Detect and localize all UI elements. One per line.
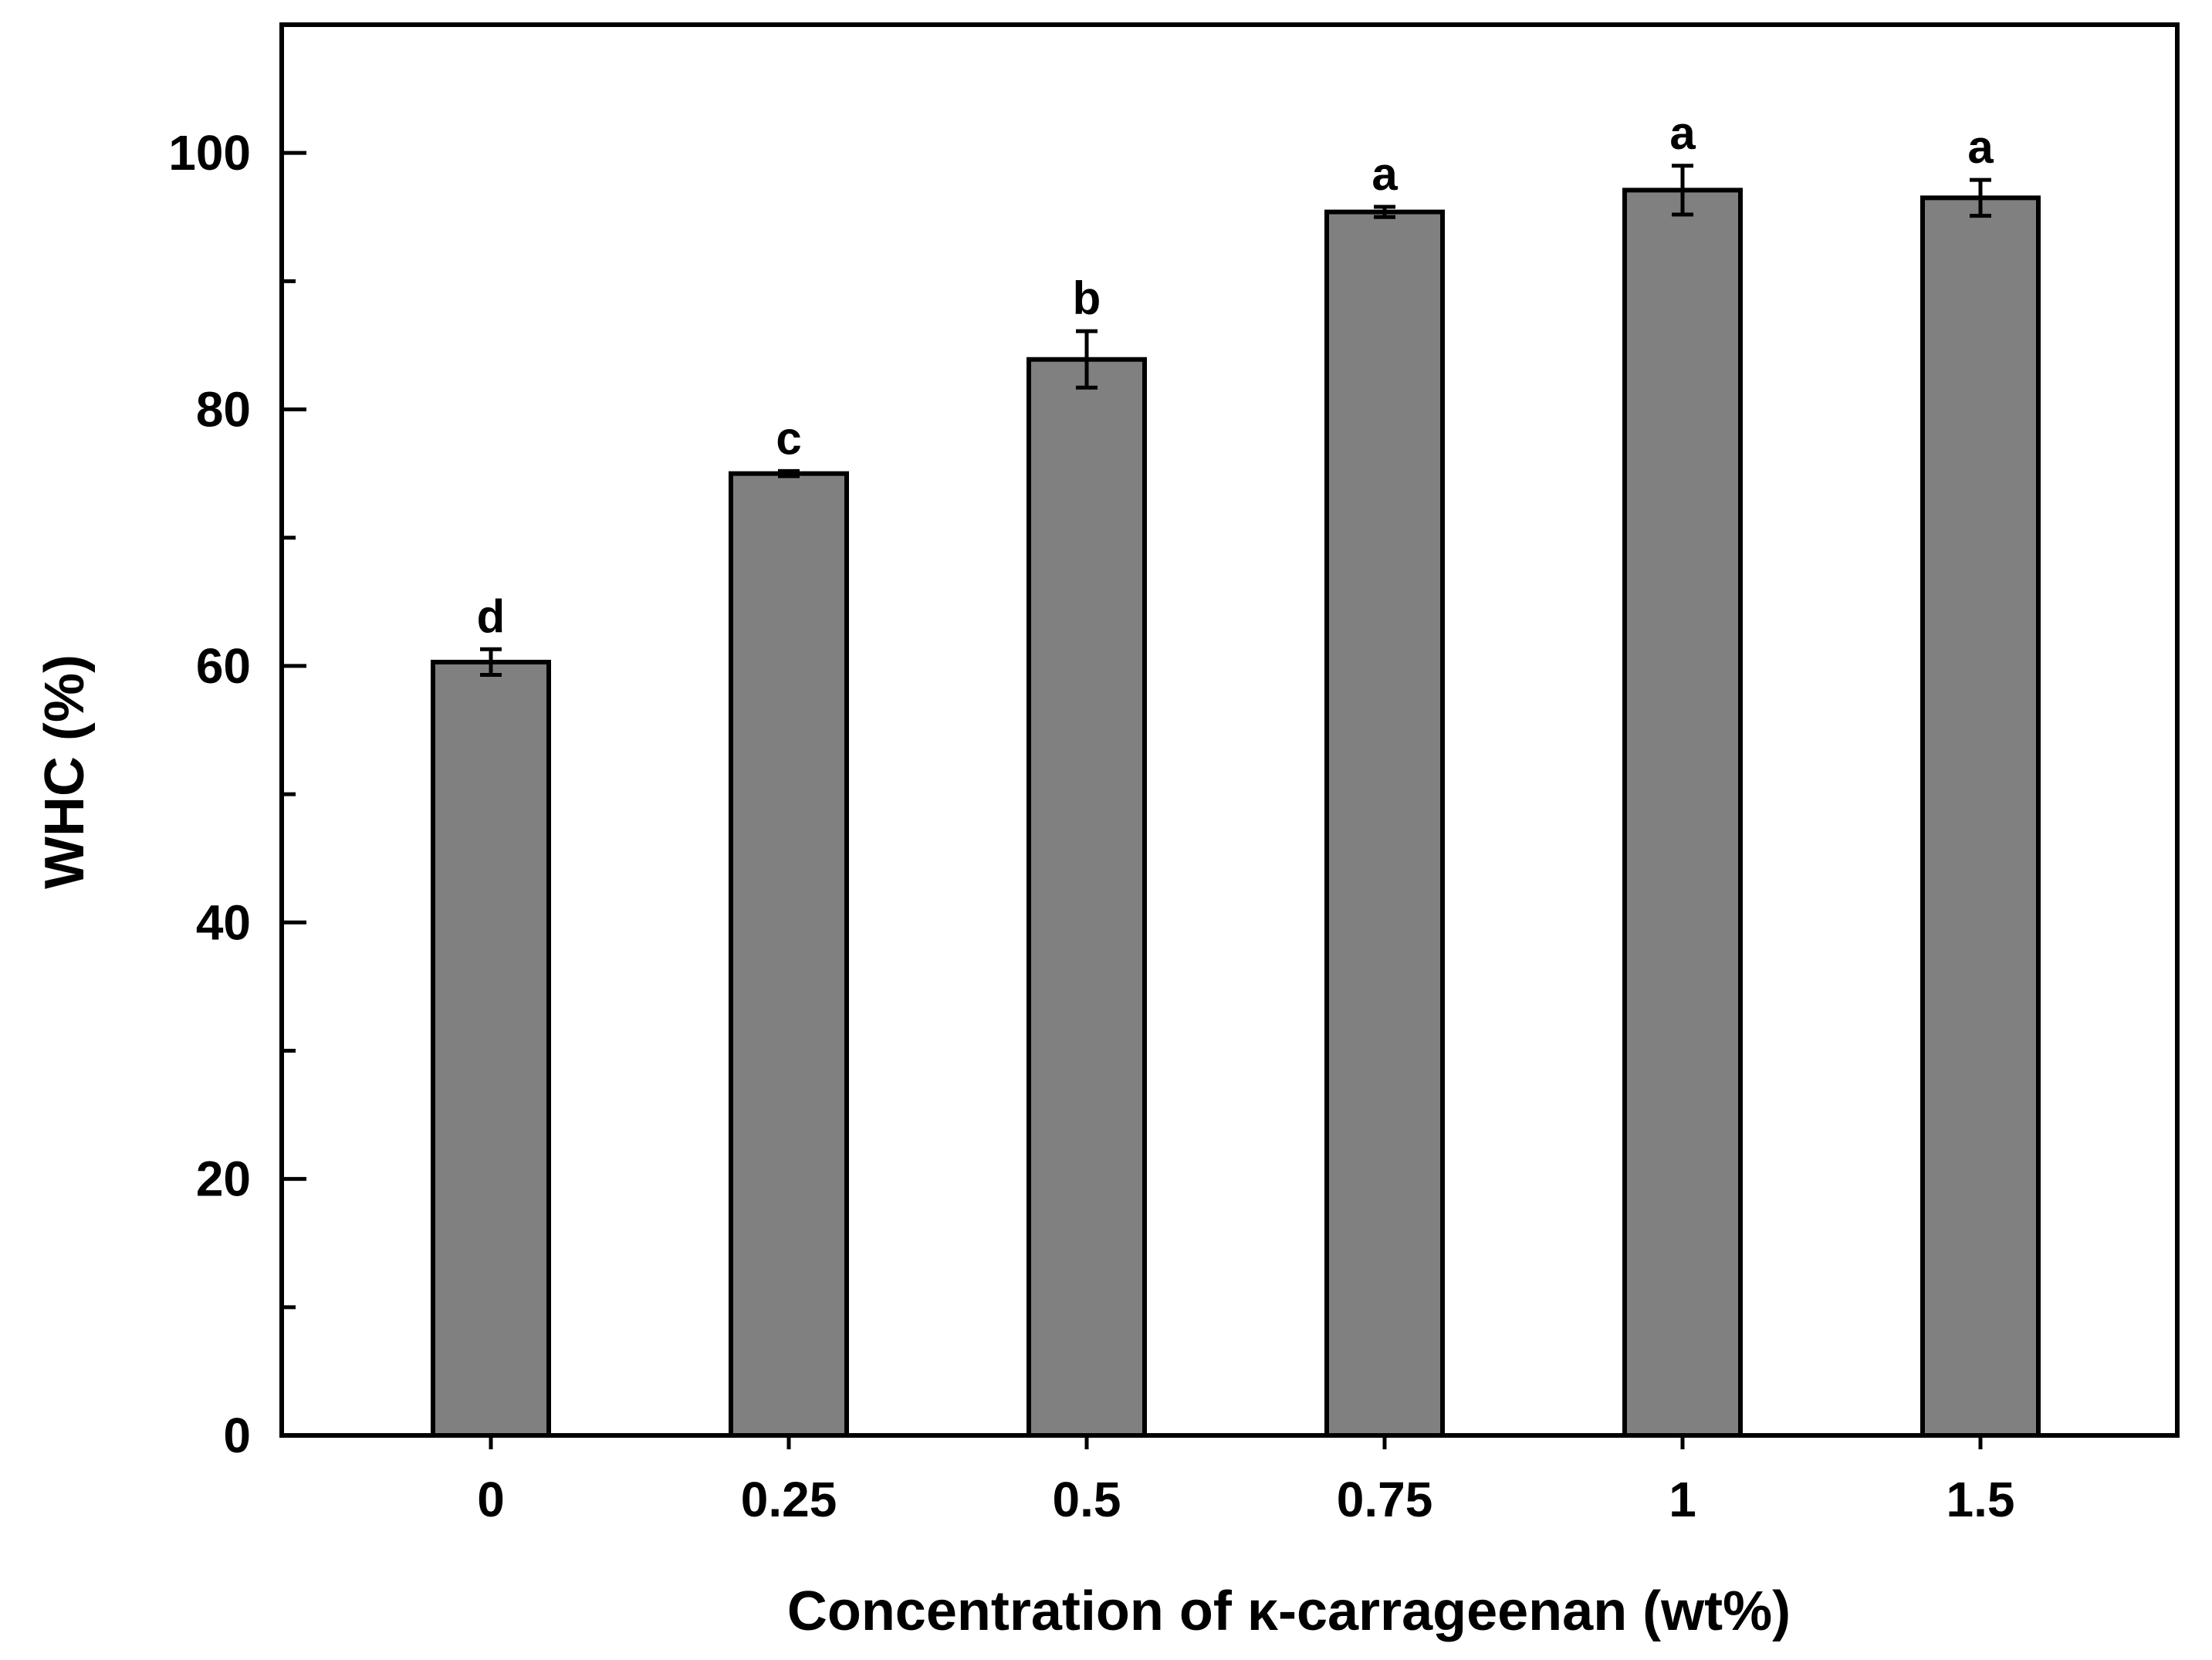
x-tick-label: 0.75 [1337,1472,1433,1527]
x-tick-label: 1.5 [1946,1472,2015,1527]
significance-labels-layer: d c b a a a [477,107,1994,643]
x-axis-ticks: 0 0.25 0.5 0.75 1 1.5 [477,1435,2014,1527]
bar [1324,209,1445,1438]
y-tick-label: 40 [196,894,251,950]
y-tick-label: 20 [196,1151,251,1207]
y-axis-ticks: 0 20 40 60 80 100 [168,125,306,1463]
bars-layer [431,188,2041,1439]
significance-label: b [1073,272,1101,324]
bar [1622,188,1743,1439]
x-tick-label: 0.25 [741,1472,837,1527]
plot-frame [279,22,2180,1438]
significance-label: a [1967,121,1994,173]
y-tick-label: 0 [223,1408,251,1463]
significance-label: c [776,412,801,464]
y-tick-label: 80 [196,382,251,438]
bar [431,659,551,1438]
significance-label: a [1372,148,1398,200]
y-tick-label: 60 [196,638,251,694]
y-tick-label: 100 [168,125,251,181]
x-tick-label: 0.5 [1053,1472,1121,1527]
significance-label: a [1669,107,1696,159]
y-axis-title: WHC (%) [34,654,96,889]
bar [1027,357,1147,1439]
bar [729,471,849,1438]
x-tick-label: 0 [477,1472,505,1527]
x-tick-label: 1 [1669,1472,1696,1527]
bar [1920,195,2041,1438]
error-bars-layer [480,164,1991,678]
x-axis-title: Concentration of κ-carrageenan (wt%) [787,1581,1791,1642]
significance-label: d [477,590,506,642]
